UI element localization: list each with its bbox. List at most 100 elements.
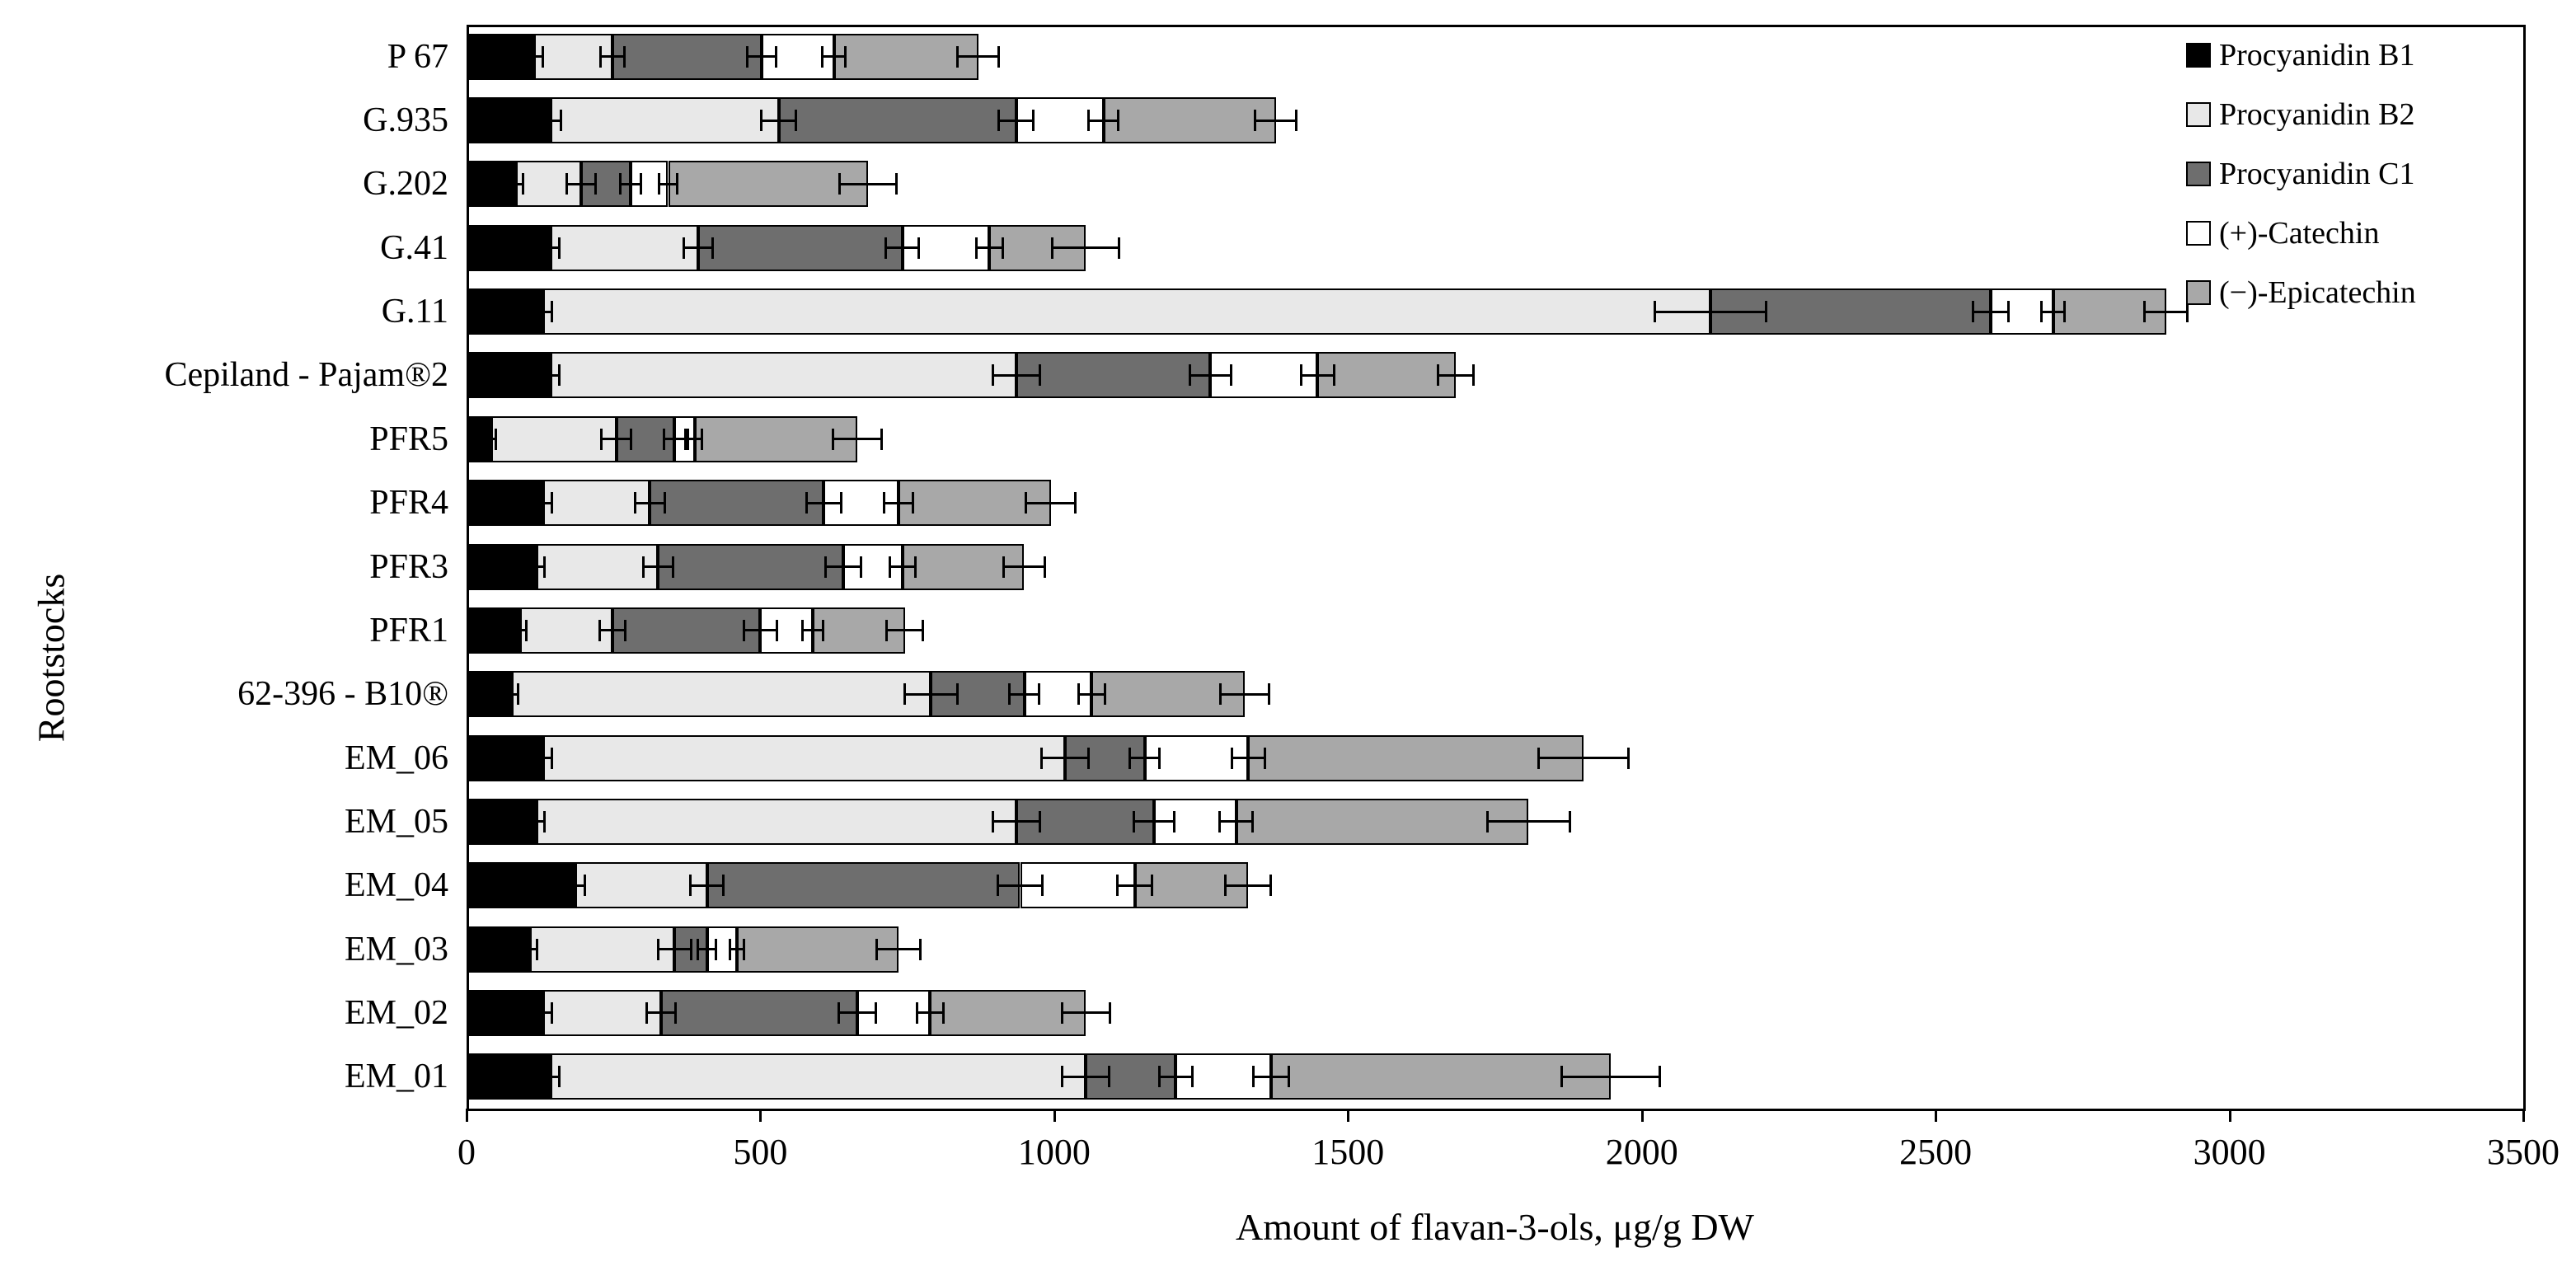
error-bar-cap [1039, 747, 1043, 769]
bar-segment-procyanidin-b2 [543, 288, 1711, 335]
error-bar-line [535, 310, 552, 313]
error-bar-line [1654, 310, 1767, 313]
legend-label: Procyanidin C1 [2219, 157, 2415, 191]
legend-label: Procyanidin B1 [2219, 38, 2415, 73]
error-bar-cap [916, 1001, 919, 1024]
error-bar-cap [542, 45, 545, 68]
error-bar-cap [1132, 810, 1135, 832]
error-bar-cap [1077, 683, 1081, 706]
error-bar-cap [533, 492, 537, 514]
bar-segment-epicatechin [1317, 352, 1456, 399]
error-bar-line [1062, 1075, 1110, 1078]
bar-segment-procyanidin-b1 [467, 989, 544, 1036]
error-bar-line [540, 119, 561, 122]
error-bar-line [747, 55, 777, 59]
error-bar-line [528, 565, 545, 568]
bar-segment-procyanidin-b2 [550, 97, 779, 144]
error-bar-line [802, 629, 823, 632]
x-axis-tick [1935, 1109, 1938, 1122]
bar-segment-procyanidin-b2 [490, 415, 617, 462]
error-bar-cap [838, 173, 842, 195]
error-bar-cap [775, 619, 778, 641]
y-category-label-em-04: EM_04 [345, 866, 448, 905]
error-bar-cap [859, 556, 862, 578]
error-bar-cap [542, 556, 546, 578]
error-bar-cap [540, 237, 543, 259]
error-bar-cap [565, 173, 568, 195]
error-bar-cap [512, 619, 515, 641]
error-bar-line [876, 948, 921, 951]
error-bar-cap [1117, 110, 1120, 132]
error-bar-line [1088, 119, 1119, 122]
bar-segment-procyanidin-b1 [467, 33, 534, 80]
error-bar-cap [663, 492, 666, 514]
legend-item-procyanidin-b1: Procyanidin B1 [2186, 40, 2414, 71]
x-tick-label: 1000 [1017, 1132, 1091, 1172]
legend-label: (−)-Epicatechin [2219, 275, 2416, 310]
legend-swatch-procyanidin-c1 [2186, 162, 2211, 186]
error-bar-cap [745, 45, 748, 68]
error-bar-cap [521, 173, 524, 195]
error-bar-cap [875, 1001, 878, 1024]
error-bar-cap [1190, 1066, 1194, 1088]
error-bar-cap [542, 810, 546, 832]
x-tick-label: 1500 [1311, 1132, 1385, 1172]
error-bar-cap [1626, 747, 1630, 769]
error-bar-cap [528, 556, 531, 578]
bar-segment-procyanidin-b1 [467, 798, 537, 845]
legend-item-epicatechin: (−)-Epicatechin [2186, 277, 2416, 308]
error-bar-line [1301, 373, 1335, 377]
bar-segment-procyanidin-c1 [1016, 352, 1211, 399]
error-bar-line [976, 246, 1003, 250]
error-bar-cap [689, 875, 692, 897]
y-category-label-em-01: EM_01 [345, 1058, 448, 1096]
y-category-label-g-41: G.41 [380, 228, 448, 267]
error-bar-line [1041, 757, 1089, 760]
error-bar-cap [521, 938, 524, 960]
bar-segment-procyanidin-b2 [519, 607, 612, 654]
y-category-label-pfr5: PFR5 [369, 420, 448, 458]
error-bar-cap [1038, 810, 1041, 832]
bar-segment-procyanidin-b2 [543, 989, 661, 1036]
error-bar-line [535, 1011, 552, 1015]
bar-segment-procyanidin-b2 [536, 543, 659, 590]
error-bar-cap [2186, 301, 2189, 323]
error-bar-cap [1223, 875, 1227, 897]
error-bar-line [687, 438, 702, 441]
error-bar-line [822, 55, 846, 59]
error-bar-line [904, 692, 958, 696]
y-category-label-em-03: EM_03 [345, 930, 448, 968]
bar-segment-procyanidin-b2 [575, 862, 707, 909]
error-bar-cap [1568, 810, 1571, 832]
error-bar-cap [1230, 747, 1233, 769]
error-bar-cap [894, 173, 898, 195]
error-bar-cap [1041, 875, 1044, 897]
error-bar-cap [1008, 683, 1011, 706]
error-bar-line [542, 373, 560, 377]
error-bar-line [635, 501, 665, 504]
y-category-label-em-06: EM_06 [345, 739, 448, 777]
x-axis-tick [1053, 1109, 1056, 1122]
error-bar-cap [645, 1001, 648, 1024]
error-bar-line [1438, 373, 1474, 377]
error-bar-cap [583, 875, 586, 897]
error-bar-cap [2007, 301, 2011, 323]
error-bar-line [839, 182, 897, 185]
y-category-label-pfr4: PFR4 [369, 484, 448, 523]
x-axis-tick [2522, 1109, 2525, 1122]
error-bar-cap [516, 683, 519, 706]
error-bar-line [885, 246, 919, 250]
error-bar-line [886, 629, 923, 632]
error-bar-cap [550, 747, 553, 769]
error-bar-line [523, 948, 537, 951]
error-bar-cap [1051, 237, 1054, 259]
error-bar-cap [1295, 110, 1298, 132]
error-bar-line [1561, 1075, 1660, 1078]
error-bar-cap [540, 364, 543, 387]
error-bar-cap [550, 492, 553, 514]
error-bar-line [1973, 310, 2009, 313]
error-bar-cap [742, 938, 745, 960]
error-bar-line [535, 757, 552, 760]
error-bar-cap [1252, 1066, 1255, 1088]
